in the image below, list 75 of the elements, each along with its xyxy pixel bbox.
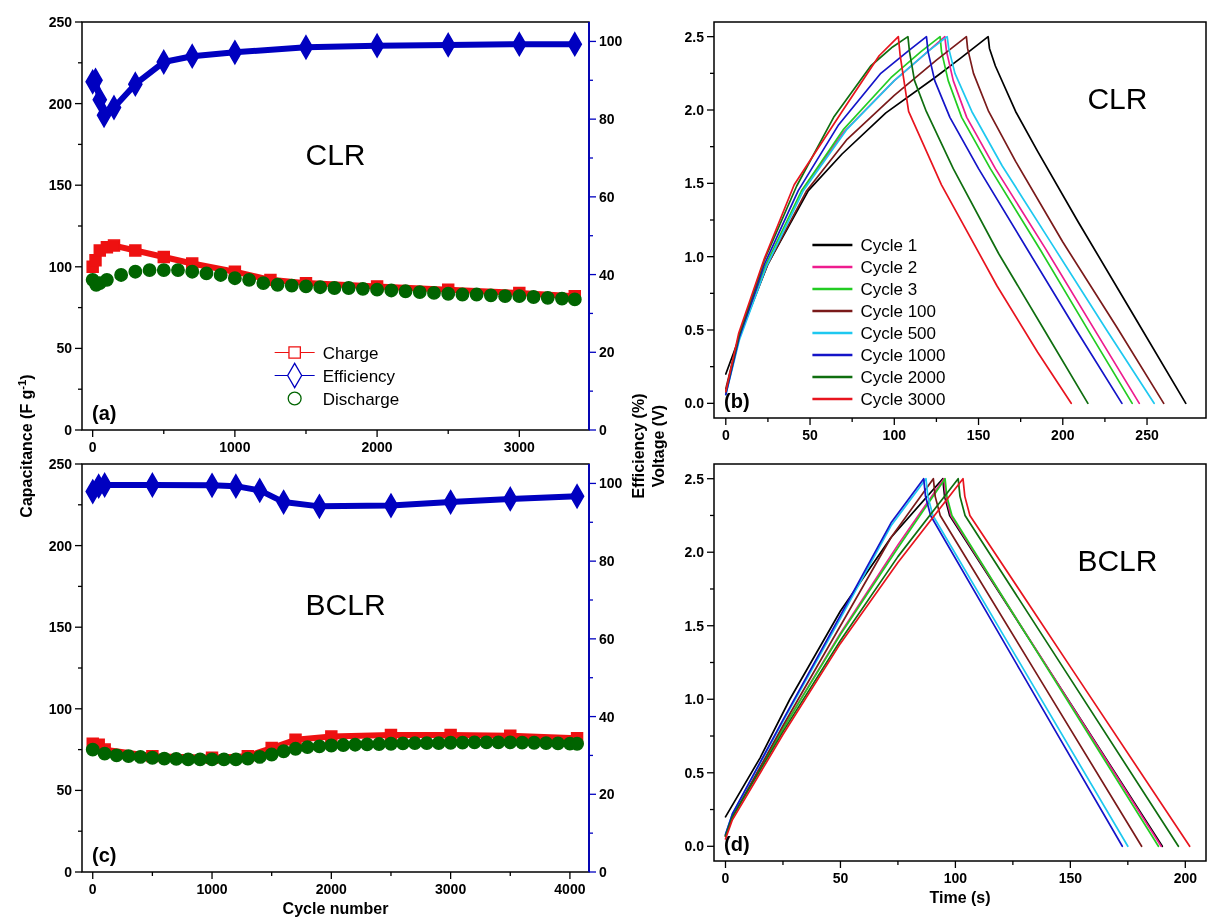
x-axis-title: Cycle number (282, 900, 389, 917)
annotation: BCLR (305, 587, 386, 621)
x-tick-label: 3000 (503, 439, 536, 455)
annotation: (d) (724, 833, 750, 855)
x-tick-label: 150 (1058, 870, 1083, 886)
legend-label: Cycle 3000 (860, 390, 946, 409)
annotation: CLR (305, 137, 366, 171)
y-tick-label: 200 (48, 537, 73, 554)
legend-label: Cycle 2000 (860, 368, 946, 387)
x-tick-label: 50 (832, 870, 849, 886)
y-tick-label: 1.0 (684, 248, 705, 265)
legend-label: Charge (322, 343, 379, 363)
y2-axis-title: Efficiency (%) (630, 393, 647, 499)
x-tick-label: 150 (966, 427, 991, 443)
x-tick-label: 250 (1135, 427, 1159, 443)
y-tick-label: 150 (48, 619, 73, 636)
y2-tick-label: 100 (599, 475, 623, 492)
y-tick-label: 0.5 (684, 322, 705, 338)
legend-label: Cycle 1 (860, 236, 918, 255)
y-tick-label: 1.5 (684, 617, 705, 634)
y-tick-label: 100 (48, 258, 73, 275)
legend-label: Cycle 3 (860, 280, 918, 299)
legend-label: Cycle 500 (860, 324, 937, 343)
y-tick-label: 100 (48, 700, 73, 717)
y-axis-title: Voltage (V) (650, 404, 667, 488)
x-tick-label: 0 (88, 881, 97, 897)
x-tick-label: 2000 (361, 439, 393, 455)
x-tick-label: 200 (1051, 427, 1075, 443)
y-tick-label: 200 (48, 95, 73, 112)
legend-label: Cycle 1000 (860, 346, 946, 365)
y2-tick-label: 60 (599, 188, 615, 205)
x-tick-label: 100 (943, 870, 968, 886)
y-tick-label: 1.5 (684, 175, 705, 192)
y-tick-label: 1.0 (684, 691, 705, 708)
x-tick-label: 1000 (219, 439, 251, 455)
annotation: BCLR (1077, 544, 1158, 578)
y-tick-label: 0.5 (684, 764, 705, 781)
legend-label: Cycle 2 (860, 258, 918, 277)
x-axis-title: Time (s) (929, 889, 991, 906)
annotation: CLR (1087, 82, 1148, 116)
annotation: (a) (92, 402, 117, 424)
annotation: (c) (92, 844, 117, 866)
x-tick-label: 2000 (315, 881, 348, 897)
y-tick-label: 2.5 (684, 28, 705, 45)
y2-tick-label: 40 (599, 266, 615, 283)
y-tick-label: 0.0 (684, 395, 705, 412)
y2-tick-label: 80 (599, 111, 615, 128)
y-tick-label: 50 (56, 340, 73, 357)
y-tick-label: 2.0 (684, 102, 705, 118)
y-tick-label: 250 (48, 456, 73, 472)
y2-tick-label: 20 (599, 786, 615, 803)
x-tick-label: 4000 (554, 881, 586, 897)
x-tick-label: 0 (721, 870, 730, 886)
legend-label: Efficiency (322, 366, 396, 386)
x-tick-label: 0 (721, 427, 730, 443)
legend-label: Cycle 100 (860, 302, 937, 321)
y2-tick-label: 20 (599, 344, 615, 361)
x-tick-label: 50 (802, 427, 819, 443)
annotation: (b) (724, 390, 750, 412)
y-tick-label: 2.5 (684, 470, 705, 487)
x-tick-label: 0 (88, 439, 97, 455)
x-tick-label: 100 (882, 427, 907, 443)
y2-tick-label: 100 (599, 33, 623, 50)
y-tick-label: 50 (56, 782, 73, 799)
y-tick-label: 150 (48, 177, 73, 194)
y-tick-label: 2.0 (684, 544, 705, 561)
y2-tick-label: 60 (599, 630, 615, 647)
y2-tick-label: 80 (599, 553, 615, 570)
x-tick-label: 3000 (435, 881, 467, 897)
legend-label: Discharge (322, 389, 400, 409)
x-tick-label: 200 (1173, 870, 1198, 886)
y-tick-label: 250 (48, 14, 73, 30)
y-tick-label: 0.0 (684, 838, 705, 855)
y2-tick-label: 40 (599, 708, 615, 725)
x-tick-label: 1000 (196, 881, 228, 897)
